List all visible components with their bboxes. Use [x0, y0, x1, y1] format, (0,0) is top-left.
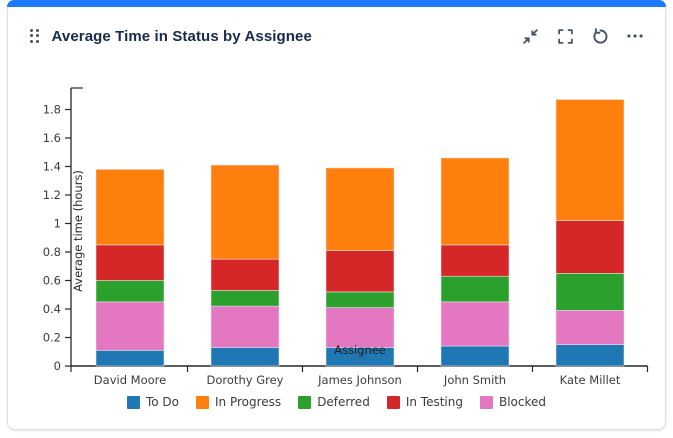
fullscreen-icon — [557, 28, 573, 44]
legend-item-to-do[interactable]: To Do — [126, 395, 180, 409]
legend-item-deferred[interactable]: Deferred — [298, 395, 370, 409]
legend-label: To Do — [145, 395, 180, 409]
x-axis-title: Assignee — [334, 343, 386, 357]
collapse-button[interactable] — [520, 26, 540, 46]
legend-item-in-testing[interactable]: In Testing — [386, 395, 463, 409]
y-tick-label: 0 — [54, 359, 61, 373]
dashboard-gadget-card: Average Time in Status by Assignee — [7, 0, 666, 430]
gadget-accent-bar — [7, 0, 666, 7]
bar-segment[interactable] — [210, 305, 280, 348]
bar-segment[interactable] — [555, 273, 625, 311]
y-tick-label: 1.4 — [43, 160, 61, 174]
y-tick-label: 1 — [54, 217, 61, 231]
bar-segment[interactable] — [440, 157, 510, 246]
y-tick-label: 0.4 — [43, 302, 61, 316]
refresh-icon — [593, 28, 608, 44]
gadget-title: Average Time in Status by Assignee — [51, 27, 312, 45]
fullscreen-button[interactable] — [555, 26, 575, 46]
x-category-label: David Moore — [94, 373, 166, 387]
y-axis-title: Average time (hours) — [71, 170, 85, 292]
bar-segment[interactable] — [555, 99, 625, 221]
y-tick-label: 0.8 — [43, 245, 61, 259]
bar-segment[interactable] — [440, 301, 510, 347]
legend-label: In Progress — [215, 395, 282, 409]
y-tick-label: 1.2 — [43, 188, 61, 202]
bar-segment[interactable] — [325, 307, 395, 348]
legend-item-in-progress[interactable]: In Progress — [196, 395, 281, 409]
more-button[interactable] — [625, 26, 645, 46]
bar-segment[interactable] — [555, 344, 625, 367]
bar-segment[interactable] — [95, 244, 165, 281]
x-category-label: Kate Millet — [560, 373, 621, 387]
bar-segment[interactable] — [95, 280, 165, 303]
legend-swatch — [479, 395, 493, 409]
legend-swatch — [298, 395, 312, 409]
bar-segment[interactable] — [210, 164, 280, 260]
bar-segment[interactable] — [210, 258, 280, 291]
bar-segment[interactable] — [210, 347, 280, 367]
x-category-label: Dorothy Grey — [207, 373, 284, 387]
bar-segment[interactable] — [555, 310, 625, 345]
bar-segment[interactable] — [325, 250, 395, 293]
bar-segment[interactable] — [325, 167, 395, 251]
bar-segment[interactable] — [440, 345, 510, 367]
bar-segment[interactable] — [95, 349, 165, 367]
y-tick-label: 0.2 — [43, 331, 61, 345]
y-tick-label: 1.8 — [43, 103, 61, 117]
chart-legend: To Do In Progress Deferred In Testing Blocke… — [8, 395, 665, 409]
chart-plot-area: 0 0.2 0.4 0.6 0.8 1 1.2 1.4 1.6 1.8 David Moore Dor… — [43, 87, 649, 387]
gadget-header: Average Time in Status by Assignee — [8, 8, 665, 64]
bar-segment[interactable] — [95, 168, 165, 246]
bar-segment[interactable] — [325, 291, 395, 308]
y-tick-label: 1.6 — [43, 131, 61, 145]
bar-segment[interactable] — [440, 275, 510, 303]
bar-segment[interactable] — [555, 220, 625, 274]
refresh-button[interactable] — [590, 26, 610, 46]
legend-label: Blocked — [498, 395, 546, 409]
bar-segment[interactable] — [440, 244, 510, 277]
stacked-bar-chart: 0 0.2 0.4 0.6 0.8 1 1.2 1.4 1.6 1.8 David Moore Dor… — [16, 73, 659, 395]
drag-handle-icon[interactable] — [30, 28, 40, 44]
legend-item-blocked[interactable]: Blocked — [479, 395, 546, 409]
legend-label: Deferred — [317, 395, 370, 409]
legend-label: In Testing — [405, 395, 463, 409]
x-category-label: James Johnson — [317, 373, 402, 387]
legend-swatch — [386, 395, 400, 409]
legend-swatch — [196, 395, 210, 409]
x-category-label: John Smith — [443, 373, 506, 387]
legend-swatch — [126, 395, 140, 409]
gadget-toolbar — [520, 26, 645, 46]
y-tick-label: 0.6 — [43, 274, 61, 288]
collapse-icon — [522, 28, 538, 44]
bar-segment[interactable] — [95, 301, 165, 351]
ellipsis-icon — [627, 34, 643, 38]
bar-segment[interactable] — [210, 290, 280, 307]
